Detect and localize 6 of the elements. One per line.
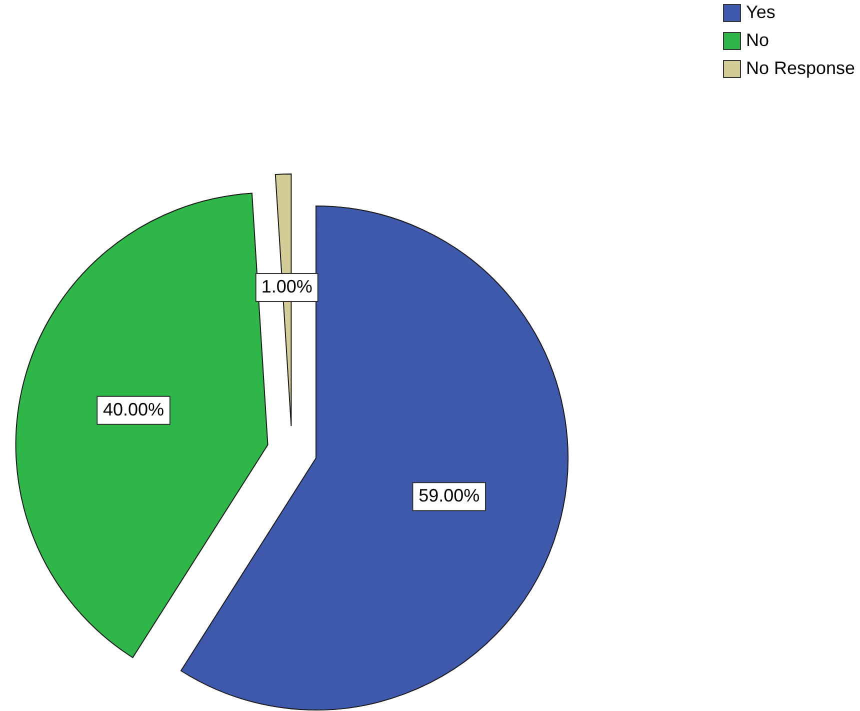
data-label: 1.00% <box>261 276 312 296</box>
data-label: 40.00% <box>103 399 164 420</box>
legend-label: No <box>746 30 770 50</box>
legend-label: Yes <box>746 2 776 22</box>
data-label: 59.00% <box>418 486 480 506</box>
legend-label: No Response <box>746 58 856 78</box>
